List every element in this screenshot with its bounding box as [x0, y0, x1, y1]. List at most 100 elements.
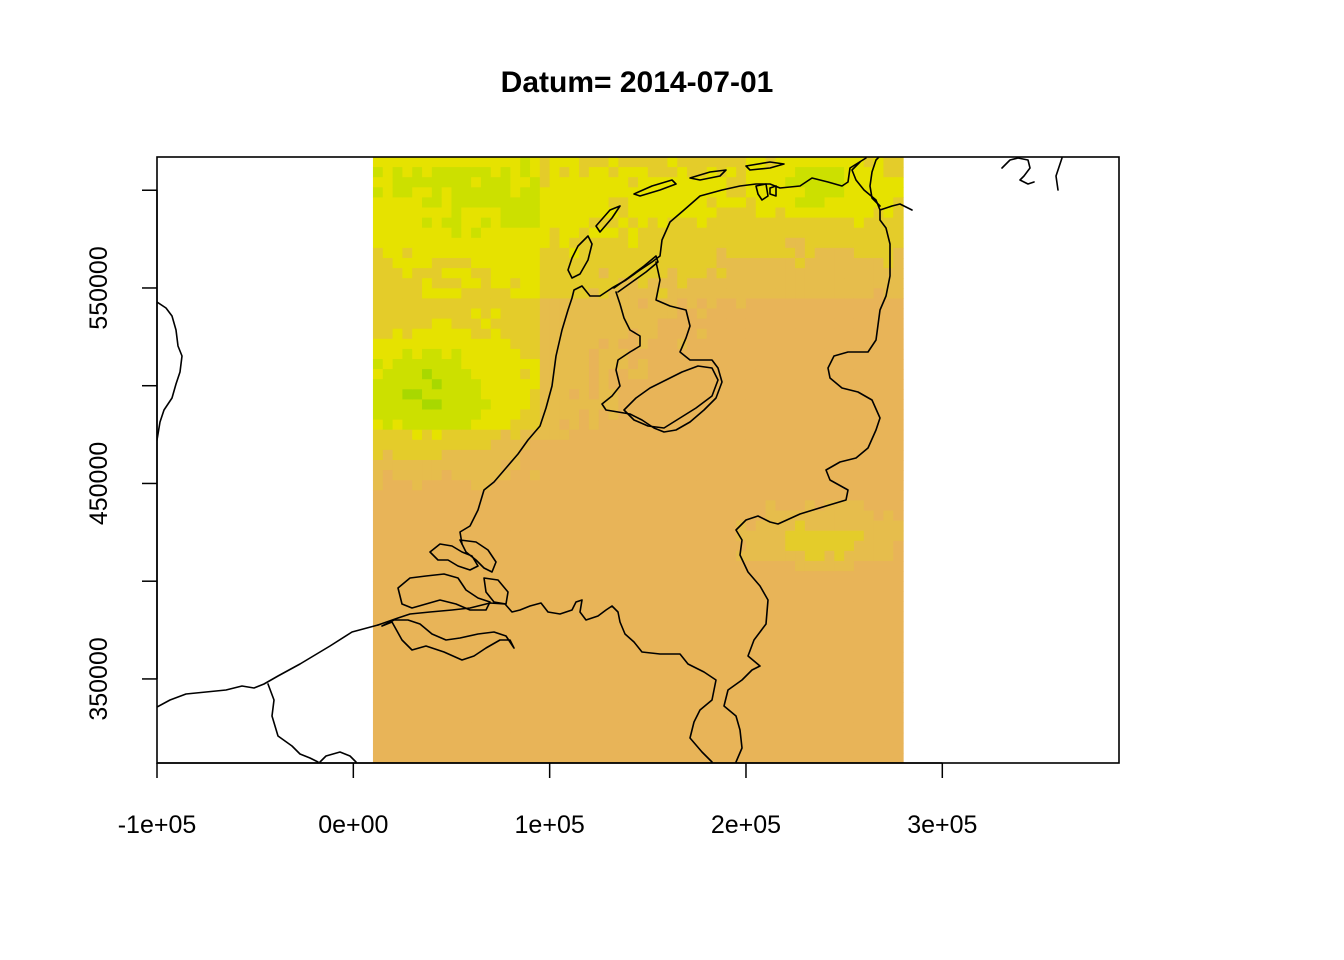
raster-cell	[392, 470, 404, 481]
raster-cell	[853, 752, 865, 763]
raster-cell	[677, 540, 688, 552]
raster-cell	[853, 167, 865, 178]
raster-cell	[530, 520, 541, 532]
raster-cell	[677, 399, 688, 411]
raster-cell	[451, 540, 462, 552]
raster-cell	[755, 722, 767, 734]
raster-cell	[883, 409, 894, 421]
raster-cell	[706, 631, 718, 643]
raster-cell	[598, 722, 610, 734]
raster-cell	[824, 651, 835, 663]
raster-cell	[412, 470, 423, 481]
raster-cell	[804, 187, 816, 198]
raster-cell	[814, 500, 826, 512]
raster-cell	[785, 197, 796, 209]
raster-cell	[588, 500, 600, 512]
raster-cell	[647, 247, 659, 259]
raster-cell	[893, 449, 904, 461]
raster-cell	[795, 439, 806, 451]
raster-cell	[804, 177, 816, 188]
raster-cell	[716, 258, 727, 269]
raster-cell	[883, 217, 894, 229]
raster-cell	[853, 712, 865, 724]
raster-cell	[382, 359, 394, 370]
raster-cell	[687, 439, 698, 451]
raster-cell	[441, 369, 453, 380]
raster-cell	[451, 702, 462, 714]
raster-cell	[775, 348, 786, 360]
raster-cell	[628, 752, 639, 763]
raster-cell	[539, 187, 551, 198]
raster-cell	[736, 672, 747, 683]
raster-cell	[451, 490, 462, 501]
raster-cell	[618, 581, 629, 592]
raster-cell	[795, 662, 806, 673]
raster-cell	[579, 338, 590, 350]
raster-cell	[628, 227, 639, 239]
raster-cell	[745, 359, 757, 370]
raster-cell	[441, 318, 453, 330]
raster-cell	[579, 167, 590, 178]
raster-cell	[765, 439, 777, 451]
raster-cell	[677, 369, 688, 380]
raster-cell	[510, 712, 521, 724]
raster-cell	[863, 389, 875, 400]
raster-cell	[412, 227, 423, 239]
raster-cell	[814, 217, 826, 229]
raster-cell	[490, 631, 502, 643]
raster-cell	[726, 520, 737, 532]
raster-cell	[647, 540, 659, 552]
raster-cell	[706, 480, 718, 491]
raster-cell	[687, 682, 698, 693]
raster-cell	[412, 207, 423, 219]
raster-cell	[883, 429, 894, 441]
raster-cell	[873, 217, 885, 229]
raster-cell	[451, 621, 462, 633]
raster-cell	[647, 732, 659, 744]
raster-cell	[382, 399, 394, 411]
raster-cell	[422, 662, 433, 673]
raster-cell	[795, 540, 806, 552]
raster-cell	[628, 702, 639, 714]
raster-cell	[588, 712, 600, 724]
raster-cell	[745, 298, 757, 310]
raster-cell	[726, 348, 737, 360]
belgium-coast	[157, 624, 379, 708]
raster-cell	[795, 611, 806, 623]
raster-cell	[520, 682, 531, 693]
raster-cell	[559, 581, 570, 592]
raster-cell	[588, 207, 600, 219]
raster-cell	[480, 672, 492, 683]
raster-cell	[539, 732, 551, 744]
raster-cell	[726, 409, 737, 421]
raster-cell	[579, 470, 590, 481]
raster-cell	[402, 742, 413, 754]
raster-cell	[696, 338, 708, 350]
raster-cell	[412, 692, 423, 703]
raster-cell	[382, 500, 394, 512]
raster-cell	[745, 348, 757, 360]
raster-cell	[775, 470, 786, 481]
raster-cell	[765, 631, 777, 643]
raster-cell	[530, 662, 541, 673]
raster-cell	[559, 338, 570, 350]
raster-cell	[372, 157, 384, 168]
raster-cell	[638, 419, 649, 431]
raster-cell	[500, 550, 511, 562]
raster-cell	[530, 429, 541, 441]
raster-cell	[844, 470, 855, 481]
raster-cell	[834, 530, 845, 542]
raster-cell	[588, 480, 600, 491]
raster-cell	[824, 641, 835, 653]
raster-cell	[372, 621, 384, 633]
raster-cell	[628, 389, 639, 400]
raster-cell	[677, 581, 688, 592]
raster-cell	[520, 278, 531, 289]
raster-cell	[471, 197, 482, 209]
raster-cell	[471, 490, 482, 501]
raster-cell	[657, 389, 669, 400]
raster-cell	[608, 227, 619, 239]
raster-cell	[392, 298, 404, 310]
raster-cell	[844, 561, 855, 572]
raster-cell	[618, 419, 629, 431]
